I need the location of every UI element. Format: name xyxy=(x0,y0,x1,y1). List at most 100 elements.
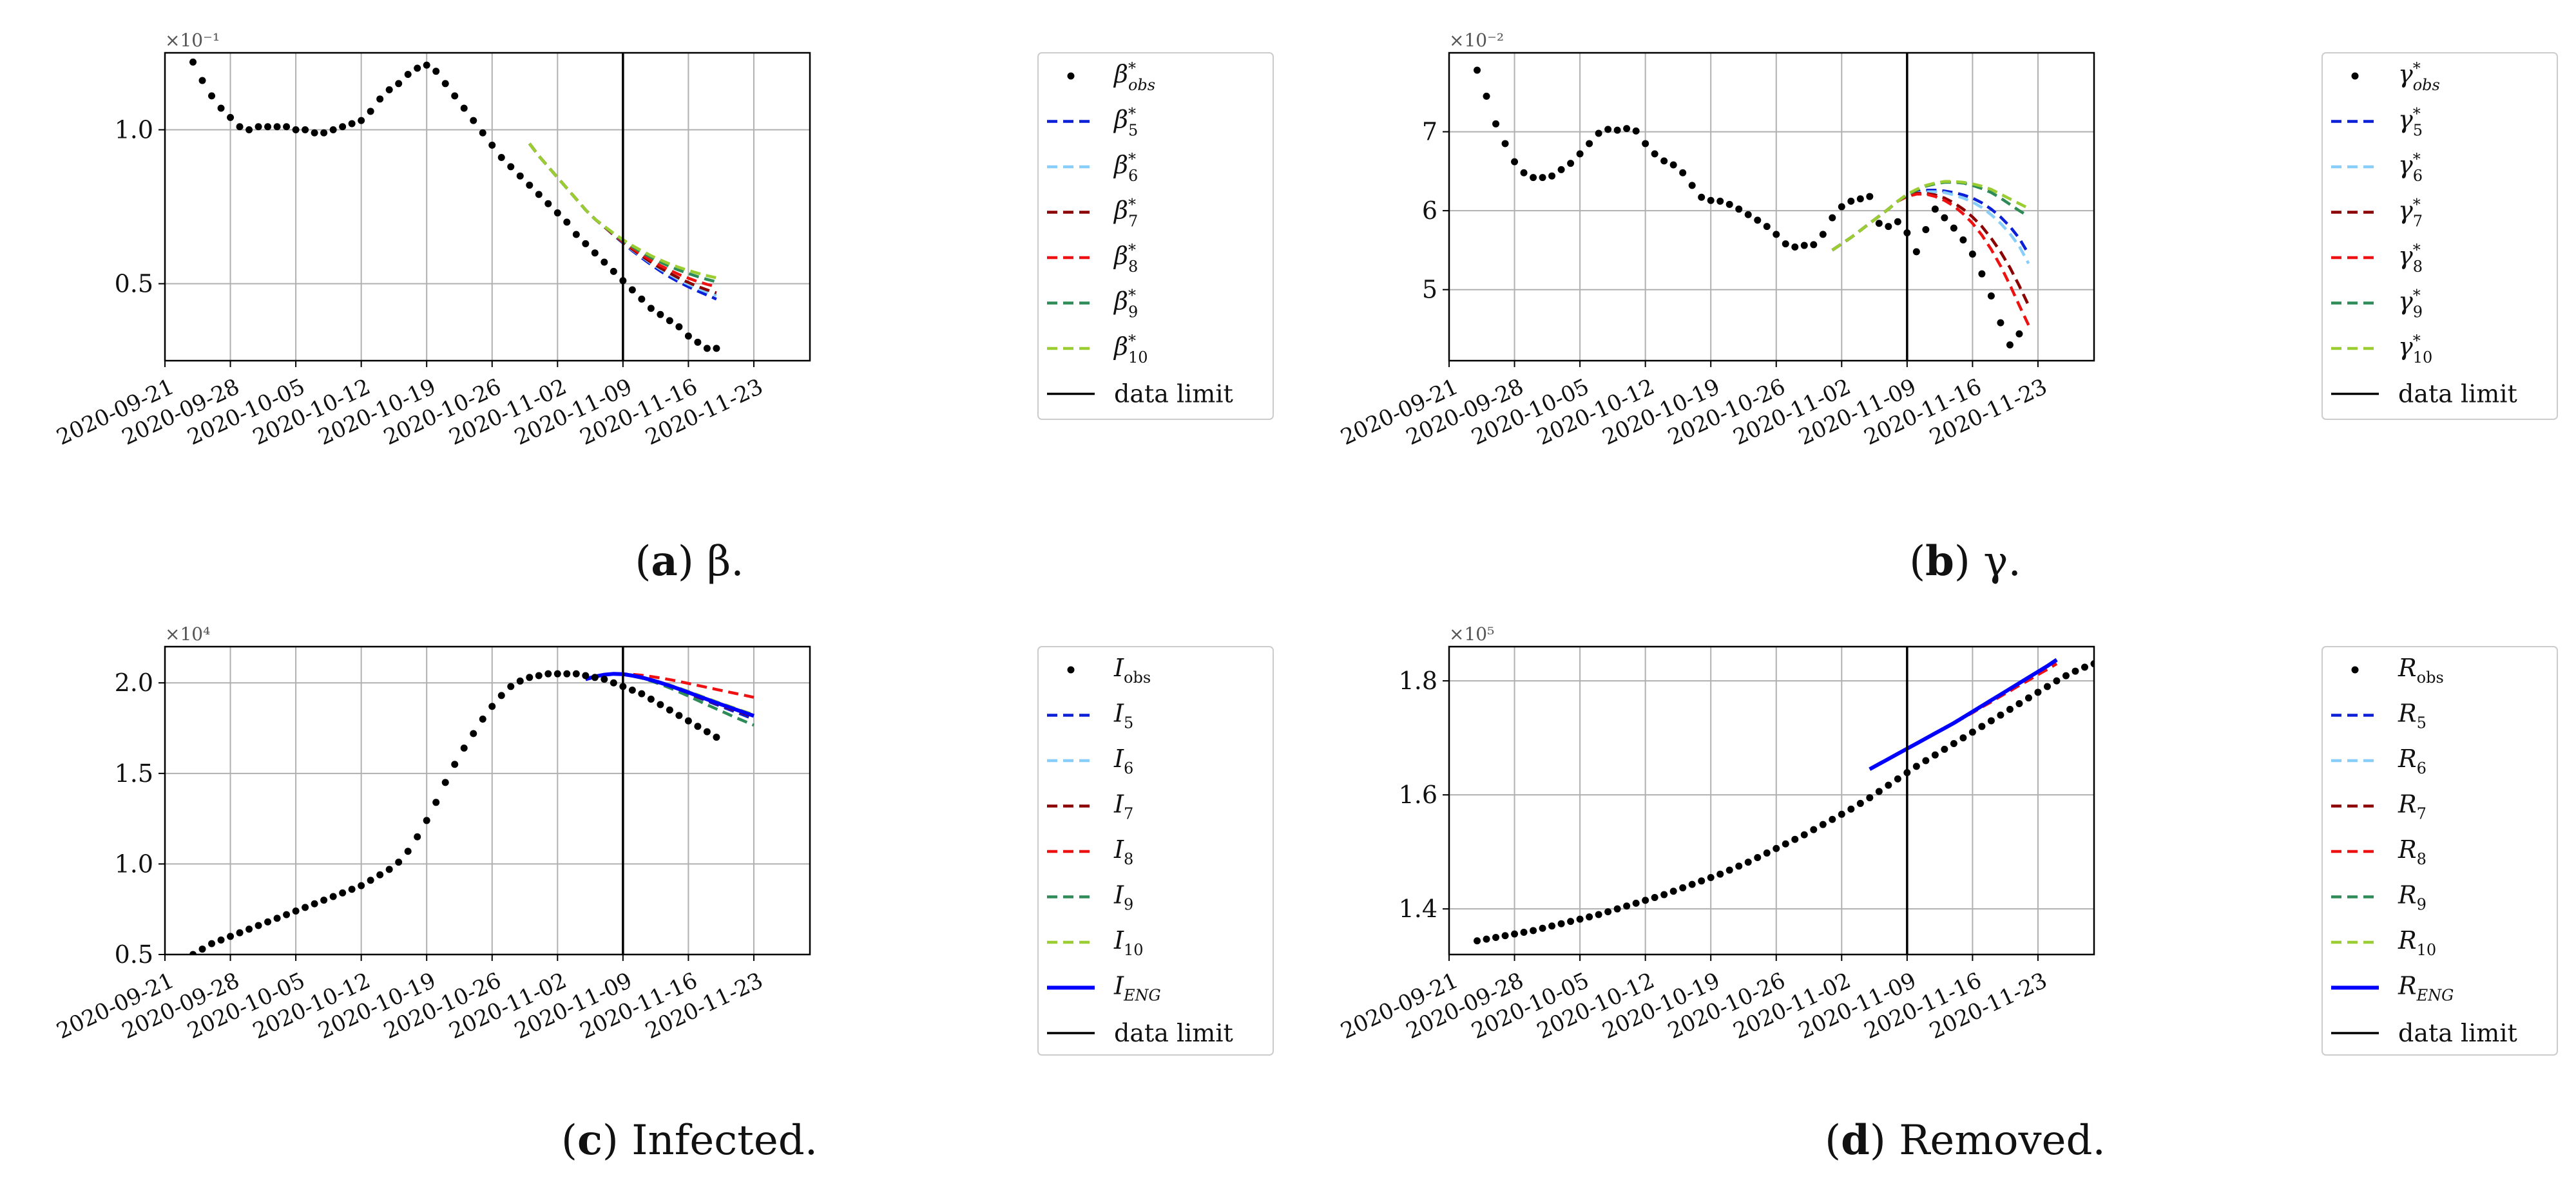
observed-point xyxy=(404,70,412,78)
observed-point xyxy=(1763,849,1771,857)
observed-point xyxy=(348,886,356,893)
observed-point xyxy=(563,218,571,226)
observed-point xyxy=(657,310,664,318)
observed-point xyxy=(1856,195,1864,203)
legend: γ* obs γ* 5 γ* 6 γ* 7 γ* 8 γ* 9 γ* 10 data limit xyxy=(2321,52,2558,420)
observed-point xyxy=(1912,248,1920,256)
legend-marker-observed xyxy=(2351,72,2359,80)
observed-point xyxy=(1632,899,1640,907)
observed-point xyxy=(376,871,384,879)
observed-point xyxy=(657,701,664,708)
observed-point xyxy=(572,231,580,238)
legend-label: I6 xyxy=(1113,745,1133,777)
observed-point xyxy=(367,877,374,884)
observed-point xyxy=(628,686,636,694)
legend-label: RENG xyxy=(2398,972,2454,1005)
observed-point xyxy=(1810,241,1818,249)
legend-box xyxy=(1037,52,1274,420)
observed-point xyxy=(1642,140,1649,147)
observed-point xyxy=(1679,884,1687,891)
legend-label: R9 xyxy=(2398,881,2427,914)
observed-point xyxy=(358,117,365,124)
y-tick-label: 1.0 xyxy=(115,850,153,878)
observed-point xyxy=(1716,870,1724,878)
y-scale-label: ×10⁻¹ xyxy=(165,30,220,51)
observed-point xyxy=(544,200,552,207)
observed-point xyxy=(713,345,720,352)
observed-point xyxy=(1492,933,1500,941)
observed-point xyxy=(1651,150,1658,158)
observed-point xyxy=(1997,319,2004,327)
observed-point xyxy=(1642,897,1649,904)
observed-point xyxy=(497,692,505,699)
observed-point xyxy=(1660,891,1668,898)
plot-frame xyxy=(164,52,811,362)
observed-point xyxy=(703,728,711,736)
observed-point xyxy=(329,126,337,133)
legend-label-limit: data limit xyxy=(1114,380,1233,408)
observed-point xyxy=(1744,211,1752,218)
observed-point xyxy=(591,249,599,257)
series-line-γ*10 xyxy=(1831,180,2030,252)
legend-label: β* 5 xyxy=(1113,105,1138,140)
observed-point xyxy=(460,744,468,752)
legend-label: β* 7 xyxy=(1113,196,1138,231)
observed-point xyxy=(1754,854,1762,862)
observed-point xyxy=(628,286,636,294)
observed-point xyxy=(470,117,477,124)
observed-point xyxy=(1707,874,1715,881)
observed-point xyxy=(610,267,617,275)
observed-point xyxy=(227,933,235,940)
observed-point xyxy=(675,323,683,330)
observed-point xyxy=(2090,660,2094,668)
legend-label: β* 10 xyxy=(1113,332,1148,366)
observed-point xyxy=(1698,193,1706,201)
caption-infected: (c) Infected. xyxy=(561,1116,818,1164)
observed-point xyxy=(1829,815,1836,823)
caption-gamma: (b) γ. xyxy=(1909,537,2021,585)
observed-point xyxy=(666,706,673,714)
observed-point xyxy=(1866,193,1874,200)
observed-point xyxy=(1716,197,1724,205)
observed-point xyxy=(1847,805,1855,813)
observed-point xyxy=(1613,905,1621,913)
series-line-IENG xyxy=(584,672,755,718)
observed-point xyxy=(395,859,403,866)
legend-label: I5 xyxy=(1113,699,1133,732)
observed-point xyxy=(245,926,253,933)
observed-point xyxy=(1613,126,1621,134)
legend: Robs R5 R6 R7 R8 R9 R10 RENG data limit xyxy=(2321,646,2558,1056)
series-line-I8 xyxy=(585,672,755,699)
observed-point xyxy=(1586,140,1593,147)
legend-label: Robs xyxy=(2398,654,2444,687)
legend-label: β* 6 xyxy=(1113,150,1138,185)
observed-point xyxy=(1576,150,1584,158)
observed-point xyxy=(198,945,206,953)
observed-point xyxy=(1782,240,1789,248)
observed-point xyxy=(1856,799,1864,807)
observed-point xyxy=(675,712,683,719)
observed-point xyxy=(1875,220,1883,227)
observed-point xyxy=(1819,821,1827,828)
legend-box xyxy=(2321,52,2558,420)
observed-point xyxy=(2110,654,2117,661)
legend-label: I9 xyxy=(1113,881,1133,914)
observed-point xyxy=(2006,705,2014,713)
y-scale-label: ×10⁻² xyxy=(1449,30,1504,51)
observed-point xyxy=(1725,866,1733,874)
plot-area xyxy=(189,670,755,955)
observed-point xyxy=(432,68,440,75)
legend-label: γ* 10 xyxy=(2398,332,2432,366)
series-line-I9 xyxy=(585,672,755,727)
observed-point xyxy=(684,717,692,725)
observed-point xyxy=(666,317,673,325)
caption-removed: (d) Removed. xyxy=(1825,1116,2106,1164)
observed-point xyxy=(1950,224,1957,232)
legend-label: I8 xyxy=(1113,835,1133,868)
observed-point xyxy=(1894,218,1901,225)
observed-point xyxy=(441,779,449,786)
observed-point xyxy=(1791,835,1799,843)
observed-point xyxy=(208,92,216,100)
observed-point xyxy=(302,904,309,911)
